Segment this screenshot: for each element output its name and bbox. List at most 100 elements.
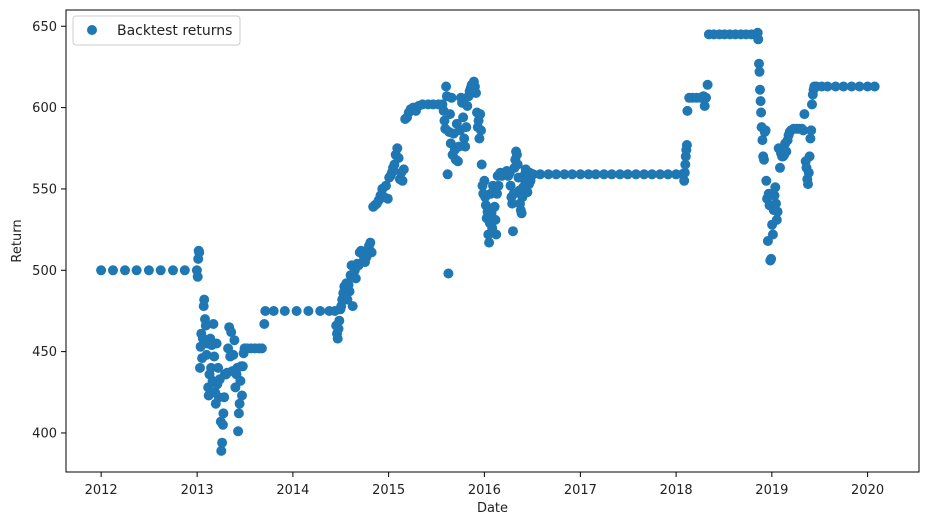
data-point xyxy=(681,140,692,150)
data-point xyxy=(590,169,601,180)
data-point xyxy=(761,175,772,186)
data-point xyxy=(268,306,279,316)
data-point xyxy=(218,408,229,419)
data-point xyxy=(199,294,210,305)
data-point xyxy=(229,335,240,346)
data-point xyxy=(201,349,212,360)
data-point xyxy=(459,133,470,144)
data-point xyxy=(120,265,130,276)
data-point xyxy=(179,265,190,276)
data-point xyxy=(583,169,594,180)
y-tick-label: 450 xyxy=(32,345,57,360)
data-point xyxy=(216,445,227,456)
data-point xyxy=(192,271,203,282)
data-point xyxy=(854,81,865,92)
data-point xyxy=(381,180,391,191)
data-point xyxy=(474,133,485,144)
data-point xyxy=(757,135,768,146)
data-point xyxy=(476,125,486,136)
data-point xyxy=(458,112,469,123)
data-point xyxy=(803,167,814,178)
data-point xyxy=(507,198,518,209)
data-point xyxy=(663,169,673,180)
data-point xyxy=(208,319,219,329)
x-tick-label: 2013 xyxy=(181,483,214,498)
legend: Backtest returns xyxy=(72,15,241,46)
data-point xyxy=(315,306,326,316)
legend-label: Backtest returns xyxy=(117,23,232,39)
data-point xyxy=(475,109,486,120)
data-point xyxy=(493,180,504,191)
data-point xyxy=(647,169,657,180)
data-point xyxy=(108,265,118,276)
data-point xyxy=(234,398,245,409)
data-point xyxy=(682,105,693,116)
data-point xyxy=(155,265,166,276)
data-point xyxy=(559,169,570,180)
y-axis-label: Return xyxy=(10,219,25,262)
data-point xyxy=(211,338,222,349)
data-point xyxy=(233,408,244,419)
data-point xyxy=(655,169,666,180)
data-point xyxy=(606,169,617,180)
data-point xyxy=(219,392,230,403)
data-point xyxy=(756,107,767,118)
data-point xyxy=(679,167,690,178)
x-tick-label: 2016 xyxy=(468,483,501,498)
data-point xyxy=(452,156,463,167)
data-point xyxy=(781,146,792,157)
data-point xyxy=(334,315,345,326)
data-point xyxy=(332,333,343,344)
y-tick-label: 650 xyxy=(32,20,57,35)
data-point xyxy=(492,188,502,199)
data-point xyxy=(490,214,501,225)
data-point xyxy=(804,151,815,162)
data-point xyxy=(755,84,765,95)
data-point xyxy=(489,201,500,212)
data-point xyxy=(479,175,490,186)
data-point xyxy=(259,319,270,329)
data-point xyxy=(441,81,452,92)
data-point xyxy=(679,175,690,186)
data-point xyxy=(511,149,522,160)
x-tick-label: 2019 xyxy=(755,483,788,498)
plot-frame xyxy=(65,9,920,473)
data-point xyxy=(769,190,780,201)
data-point xyxy=(217,437,228,448)
data-point xyxy=(771,198,781,209)
x-axis-label: Date xyxy=(477,501,508,516)
data-point xyxy=(699,101,710,111)
x-tick-label: 2017 xyxy=(564,483,597,498)
data-point xyxy=(200,320,211,331)
data-point xyxy=(838,81,849,92)
x-tick-label: 2014 xyxy=(276,483,309,498)
data-point xyxy=(484,237,495,248)
data-point xyxy=(766,253,777,264)
data-point xyxy=(347,301,358,312)
data-point xyxy=(753,34,764,45)
data-point xyxy=(770,182,781,193)
data-point xyxy=(279,306,290,316)
data-point xyxy=(237,361,248,372)
data-point xyxy=(830,81,841,92)
x-tick-label: 2012 xyxy=(85,483,118,498)
y-tick-label: 400 xyxy=(32,426,57,441)
data-point xyxy=(599,169,609,180)
data-point xyxy=(398,164,409,175)
data-point xyxy=(168,265,178,276)
data-point xyxy=(303,306,314,316)
data-point xyxy=(260,306,271,316)
data-point xyxy=(131,265,142,276)
data-point xyxy=(217,419,228,430)
data-point xyxy=(512,159,523,170)
data-point xyxy=(333,323,344,334)
data-point xyxy=(393,153,404,163)
data-point xyxy=(869,81,880,92)
x-tick-label: 2020 xyxy=(851,483,884,498)
data-point xyxy=(575,169,586,180)
data-point xyxy=(442,169,453,180)
data-point xyxy=(805,133,816,144)
data-point xyxy=(491,229,502,240)
data-point xyxy=(446,92,457,103)
